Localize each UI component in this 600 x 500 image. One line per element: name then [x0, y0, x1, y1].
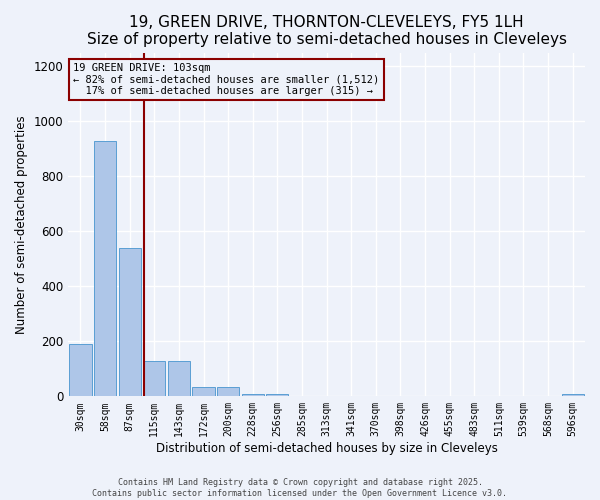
Bar	[242, 394, 264, 396]
Bar	[562, 394, 584, 396]
Bar	[266, 394, 289, 396]
Y-axis label: Number of semi-detached properties: Number of semi-detached properties	[15, 115, 28, 334]
Bar	[70, 344, 92, 397]
Bar	[168, 360, 190, 396]
Text: 19 GREEN DRIVE: 103sqm
← 82% of semi-detached houses are smaller (1,512)
  17% o: 19 GREEN DRIVE: 103sqm ← 82% of semi-det…	[73, 63, 380, 96]
Title: 19, GREEN DRIVE, THORNTON-CLEVELEYS, FY5 1LH
Size of property relative to semi-d: 19, GREEN DRIVE, THORNTON-CLEVELEYS, FY5…	[86, 15, 566, 48]
Text: Contains HM Land Registry data © Crown copyright and database right 2025.
Contai: Contains HM Land Registry data © Crown c…	[92, 478, 508, 498]
Bar	[119, 248, 141, 396]
X-axis label: Distribution of semi-detached houses by size in Cleveleys: Distribution of semi-detached houses by …	[155, 442, 497, 455]
Bar	[217, 386, 239, 396]
Bar	[193, 386, 215, 396]
Bar	[94, 140, 116, 396]
Bar	[143, 360, 166, 396]
